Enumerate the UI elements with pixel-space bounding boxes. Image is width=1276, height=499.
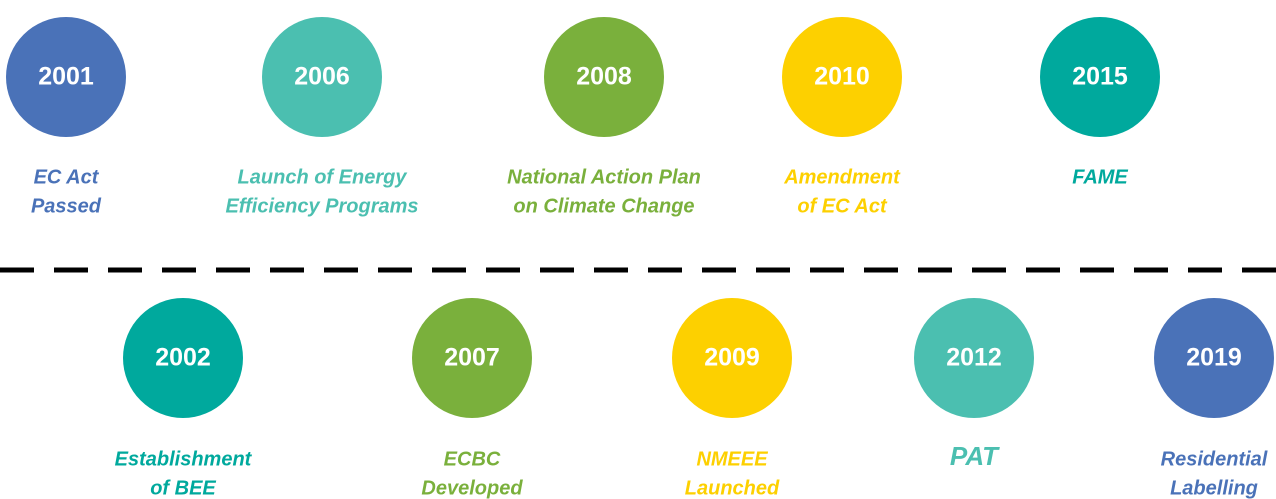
milestone-label: ECBC xyxy=(444,448,501,470)
milestone-circle xyxy=(123,298,243,418)
milestone-year: 2008 xyxy=(576,63,632,91)
milestone-label: NMEEE xyxy=(696,448,768,470)
milestone-label: FAME xyxy=(1072,166,1128,188)
milestone-label: on Climate Change xyxy=(513,195,694,217)
milestone-circle xyxy=(262,17,382,137)
milestone-label: Launch of Energy xyxy=(238,166,408,188)
milestone-label: EC Act xyxy=(34,166,100,188)
milestone-label: of BEE xyxy=(150,477,216,499)
milestone-circle xyxy=(1040,17,1160,137)
milestone-year: 2015 xyxy=(1072,63,1128,91)
milestone-label: Launched xyxy=(685,477,780,499)
milestone-label: Developed xyxy=(421,477,523,499)
milestone-year: 2001 xyxy=(38,63,94,91)
milestone-label: Amendment xyxy=(783,166,901,188)
milestone-label: Efficiency Programs xyxy=(225,195,418,217)
milestone-circle xyxy=(6,17,126,137)
milestone-year: 2007 xyxy=(444,344,500,372)
milestone-year: 2010 xyxy=(814,63,870,91)
milestone-circle xyxy=(914,298,1034,418)
milestone-label: PAT xyxy=(950,441,1000,471)
milestone-year: 2009 xyxy=(704,344,760,372)
milestone-circle xyxy=(672,298,792,418)
milestone-year: 2006 xyxy=(294,63,350,91)
milestone-label: of EC Act xyxy=(797,195,888,217)
milestone-circle xyxy=(544,17,664,137)
milestone-label: Labelling xyxy=(1170,477,1258,499)
milestone-label: Residential xyxy=(1161,448,1268,470)
milestone-circle xyxy=(1154,298,1274,418)
milestone-year: 2002 xyxy=(155,344,211,372)
milestone-label: Establishment xyxy=(115,448,253,470)
milestone-year: 2019 xyxy=(1186,344,1242,372)
milestone-year: 2012 xyxy=(946,344,1002,372)
milestone-label: Passed xyxy=(31,195,102,217)
milestone-label: National Action Plan xyxy=(507,166,701,188)
milestone-circle xyxy=(782,17,902,137)
milestone-circle xyxy=(412,298,532,418)
